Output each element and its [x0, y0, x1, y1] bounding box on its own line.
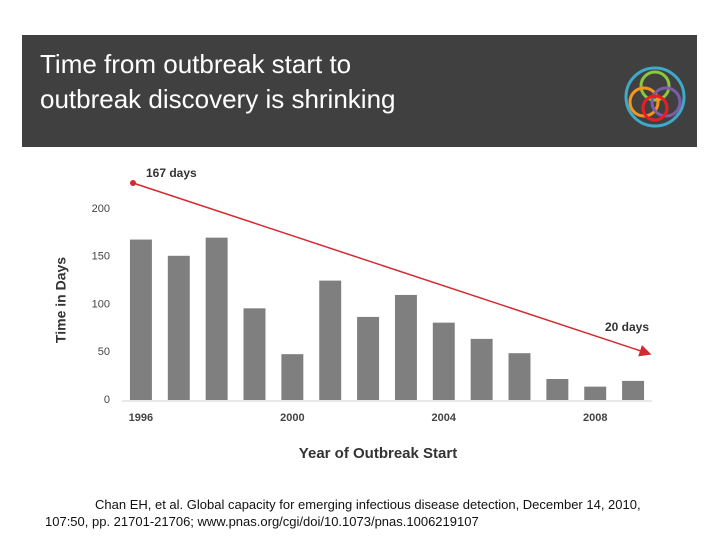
bar: [584, 386, 607, 400]
x-tick-label: 2008: [583, 412, 607, 424]
bar: [243, 308, 266, 400]
bar: [281, 354, 304, 400]
x-tick-label: 2004: [432, 412, 457, 424]
y-tick-label: 150: [92, 251, 110, 263]
x-tick-label: 1996: [129, 412, 153, 424]
citation: Chan EH, et al. Global capacity for emer…: [45, 497, 641, 529]
y-tick-label: 50: [98, 346, 110, 358]
y-axis-title: Time in Days: [53, 257, 69, 343]
bar: [622, 380, 645, 400]
logo: [624, 66, 686, 128]
title-line: Time from outbreak start to: [40, 49, 351, 79]
annotation: 20 days: [605, 320, 649, 334]
annotation: 167 days: [146, 166, 197, 180]
header-band: [22, 35, 697, 147]
bar: [546, 378, 569, 400]
y-tick-label: 0: [104, 394, 110, 406]
y-tick-label: 100: [92, 298, 110, 310]
x-tick-label: 2000: [280, 412, 304, 424]
bar: [394, 294, 417, 400]
bar: [357, 316, 380, 400]
x-axis-title: Year of Outbreak Start: [299, 445, 457, 462]
bar: [319, 280, 342, 400]
title-line: outbreak discovery is shrinking: [40, 84, 396, 114]
bar: [470, 338, 493, 400]
bar: [508, 353, 531, 400]
trend-start: [130, 180, 136, 186]
bar: [432, 322, 455, 400]
bar: [205, 237, 228, 400]
y-tick-label: 200: [92, 203, 110, 215]
bar: [167, 255, 190, 400]
bar: [129, 239, 152, 400]
trend-arrow: [132, 182, 652, 357]
